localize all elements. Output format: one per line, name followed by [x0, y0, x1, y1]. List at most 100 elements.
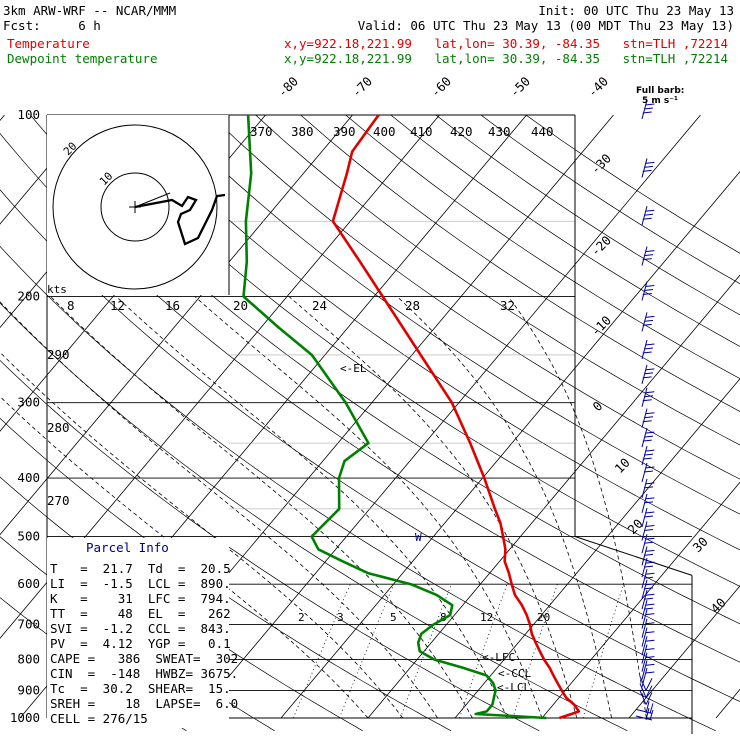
wind-barb [639, 683, 653, 698]
theta-e-label: 8 [67, 298, 75, 313]
mixing-ratio-line [339, 584, 395, 719]
dry-adiabat-line [0, 245, 716, 732]
parcel-row: PV = 4.12 YGP = 0.1 [50, 636, 231, 651]
parcel-info-box: Parcel Info T = 21.7 Td = 20.5 LI = -1.5… [47, 538, 238, 728]
temperature-trace [331, 114, 581, 720]
pressure-tick-label: 100 [17, 107, 40, 122]
isotherm-line [454, 378, 740, 719]
isotherm-line [0, 115, 353, 536]
dewpoint-legend: Dewpoint temperature [7, 51, 158, 66]
dry-adiabat-line [0, 189, 740, 702]
wind-barb [641, 569, 655, 589]
theta-e-label: 20 [233, 298, 248, 313]
hodograph-trace-shear [134, 192, 171, 208]
isotherm-line [280, 170, 740, 719]
wind-barb [641, 312, 655, 332]
init-time: Init: 00 UTC Thu 23 May 13 [538, 3, 734, 18]
lcl-marker: <-LCL [497, 681, 530, 694]
isotherm-label: 10 [612, 455, 633, 476]
pressure-tick-label: 300 [17, 395, 40, 410]
theta-label: 420 [450, 124, 473, 139]
parcel-row: LI = -1.5 LCL = 890. [50, 576, 231, 591]
moist-adiabat-line [50, 296, 473, 719]
isotherm-label: -40 [585, 74, 612, 101]
wind-barb [641, 427, 655, 448]
wind-barb [635, 707, 654, 721]
moist-adiabat-line [0, 351, 404, 719]
dewpoint-location: x,y=922.18,221.99 lat,lon= 30.39, -84.35… [284, 51, 728, 66]
hodograph: 10 20 kts [47, 115, 230, 296]
pressure-tick-label: 600 [17, 576, 40, 591]
isotherm-label: -20 [588, 233, 615, 260]
theta-e-label: 32 [500, 298, 515, 313]
theta-label: 390 [333, 124, 356, 139]
isotherm-line [193, 115, 701, 719]
parcel-row: CAPE = 386 SWEAT= 302 [50, 651, 238, 666]
moist-adiabat-line [288, 296, 578, 719]
isotherm-line [628, 585, 740, 719]
isotherm-label: -60 [428, 74, 455, 101]
hodograph-kts-label: kts [47, 283, 67, 296]
isotherm-label: 30 [690, 534, 711, 555]
parcel-row: Tc = 30.2 SHEAR= 15. [50, 681, 231, 696]
sounding-traces [242, 114, 581, 720]
forecast-hour: Fcst: 6 h [3, 18, 101, 33]
isotherm-line [0, 115, 5, 122]
parcel-row: CIN = -148 HWBZ= 3675. [50, 666, 238, 681]
dry-adiabat-line [210, 115, 740, 480]
wind-barb [641, 478, 655, 499]
isotherm-label: 40 [708, 595, 729, 616]
isotherm-label: 0 [590, 398, 606, 414]
wind-barb [641, 579, 655, 600]
pressure-tick-label: 1000 [10, 710, 40, 725]
mixing-ratio-line [459, 584, 508, 719]
wind-barb [641, 158, 655, 178]
frame-right-slant [574, 536, 693, 576]
theta-e-label: 28 [405, 298, 420, 313]
hodograph-ring-inner [100, 172, 170, 242]
pressure-tick-label: 800 [17, 652, 40, 667]
parcel-row: SVI = -1.2 CCL = 843. [50, 621, 231, 636]
isotherm-line [715, 688, 740, 719]
wind-barb [639, 690, 653, 705]
wind-barb [641, 521, 655, 541]
mixing-ratio-label: 20 [537, 611, 550, 624]
wind-barb [641, 534, 655, 554]
pressure-tick-label: 900 [17, 682, 40, 697]
wind-barb [641, 590, 655, 610]
wind-barb [641, 446, 655, 466]
pressure-tick-label: 700 [17, 617, 40, 632]
wind-barb [635, 701, 654, 714]
wind-barb [641, 627, 655, 647]
dry-adiabat-line [255, 115, 740, 446]
wind-barb [641, 387, 655, 407]
wind-barbs [635, 99, 655, 721]
wind-barb [641, 618, 655, 638]
wind-barb [641, 493, 655, 514]
dry-adiabat-line [0, 132, 740, 663]
ccl-marker: <-CCL [498, 667, 531, 680]
dry-adiabat-line [435, 115, 740, 316]
theta-side-label: 270 [47, 493, 70, 508]
theta-label: 430 [488, 124, 511, 139]
barb-legend-units: 5 m s⁻¹ [642, 96, 678, 106]
dry-adiabat-line [345, 115, 740, 380]
wind-barb [641, 557, 655, 578]
wind-barb [641, 636, 655, 656]
theta-side-label: 290 [47, 347, 70, 362]
mixing-ratio-label: 12 [480, 611, 493, 624]
wind-barb [641, 99, 655, 120]
wind-barb [641, 364, 655, 385]
wind-barb [641, 660, 655, 680]
isotherm-label: -10 [588, 313, 615, 340]
mixing-ratio-line [582, 584, 624, 719]
parcel-row: TT = 48 EL = 262 [50, 606, 231, 621]
parcel-row: T = 21.7 Td = 20.5 [50, 561, 231, 576]
lfc-marker: <-LFC [482, 651, 515, 664]
wind-barb [641, 206, 655, 226]
w-marker: W [415, 531, 422, 544]
wind-barb [641, 599, 655, 620]
isotherm-label: -50 [507, 74, 534, 101]
moist-adiabat-line [396, 296, 612, 719]
wind-barb [641, 644, 655, 664]
